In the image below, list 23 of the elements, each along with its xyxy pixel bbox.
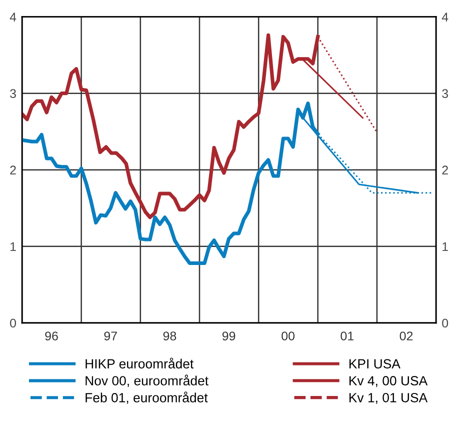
y-tick-label: 4 [10, 12, 16, 22]
y-tick-label: 2 [10, 166, 16, 174]
y2-tick-label: 1 [442, 242, 448, 251]
y2-tick-label: 0 [442, 318, 448, 328]
legend-label: Kv 1, 01 USA [349, 392, 428, 404]
x-tick-label: 97 [104, 332, 117, 340]
y2-tick-label: 2 [442, 166, 448, 174]
y-tick-label: 1 [10, 242, 16, 251]
x-tick-label: 02 [400, 332, 413, 340]
y-tick-label: 3 [10, 89, 16, 98]
y-tick-label: 0 [10, 318, 16, 328]
y2-tick-label: 3 [442, 89, 448, 98]
x-tick-label: 00 [282, 332, 295, 340]
legend-label: Kv 4, 00 USA [349, 376, 428, 387]
legend-label: HIKP euroområdet [86, 358, 194, 368]
legend-label: KPI USA [349, 359, 400, 368]
legend-label: Nov 00, euroområdet [86, 374, 208, 387]
x-tick-label: 01 [340, 332, 354, 340]
x-tick-label: 98 [163, 332, 176, 340]
x-tick-label: 96 [45, 332, 58, 340]
x-tick-label: 99 [222, 332, 236, 340]
y2-tick-label: 4 [442, 12, 448, 22]
legend-label: Feb 01, euroområdet [86, 392, 208, 404]
